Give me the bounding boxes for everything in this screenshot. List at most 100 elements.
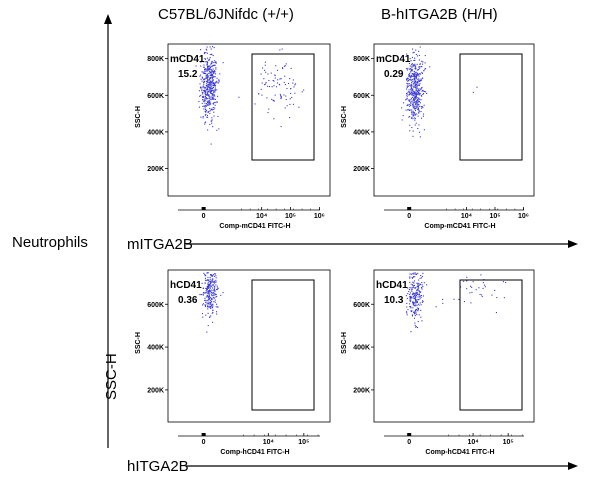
dot	[212, 68, 214, 70]
dot	[415, 292, 417, 294]
dot	[205, 305, 207, 307]
dot	[218, 81, 220, 83]
dot	[209, 107, 211, 109]
dot	[411, 116, 413, 118]
dot	[414, 272, 416, 274]
dot	[210, 282, 212, 284]
dot	[423, 129, 425, 131]
dot	[421, 60, 423, 62]
dot	[417, 321, 419, 323]
dot	[264, 84, 266, 86]
dot	[421, 117, 423, 119]
dot	[406, 306, 408, 308]
dot	[418, 314, 420, 316]
dot	[205, 68, 207, 70]
dot	[423, 91, 425, 93]
dot	[277, 79, 279, 81]
dot	[415, 291, 417, 293]
dot	[407, 104, 409, 106]
dot	[420, 304, 422, 306]
dot	[212, 126, 214, 128]
dot	[412, 90, 414, 92]
dot	[207, 276, 209, 278]
dot	[412, 301, 414, 303]
dot	[413, 59, 415, 61]
dot	[411, 109, 413, 111]
dot	[410, 297, 412, 299]
dot	[415, 295, 417, 297]
dot	[414, 78, 416, 80]
dot	[205, 74, 207, 76]
dot	[205, 61, 207, 63]
dot	[200, 74, 202, 76]
dot	[283, 65, 285, 67]
dot	[418, 279, 420, 281]
dot	[205, 314, 207, 316]
dot	[420, 79, 422, 81]
dot	[208, 95, 210, 97]
dot	[210, 296, 212, 298]
dot	[212, 287, 214, 289]
dot	[202, 287, 204, 289]
dot	[207, 69, 209, 71]
dot	[209, 103, 211, 105]
dot	[204, 93, 206, 95]
dot	[414, 57, 416, 59]
dot	[417, 327, 419, 329]
dot	[204, 58, 206, 60]
dot	[211, 98, 213, 100]
dot	[293, 86, 295, 88]
dot	[214, 286, 216, 288]
dot	[214, 89, 216, 91]
dot	[210, 90, 212, 92]
dot	[209, 82, 211, 84]
dot	[423, 90, 425, 92]
dot	[410, 273, 412, 275]
dot	[281, 48, 283, 50]
dot	[201, 76, 203, 78]
dot	[418, 104, 420, 106]
dot	[417, 293, 419, 295]
dot	[214, 287, 216, 289]
dot	[418, 294, 420, 296]
dot	[209, 290, 211, 292]
dot	[202, 72, 204, 74]
dot	[209, 287, 211, 289]
dot	[215, 273, 217, 275]
dot	[412, 96, 414, 98]
dot	[418, 131, 420, 133]
dot	[220, 294, 222, 296]
dot	[418, 54, 420, 56]
dot	[207, 282, 209, 284]
dot	[204, 91, 206, 93]
dot	[418, 59, 420, 61]
dot	[200, 116, 202, 118]
dot	[209, 72, 211, 74]
dot	[417, 272, 419, 274]
dot	[216, 129, 218, 131]
dot	[481, 294, 483, 296]
dot	[415, 83, 417, 85]
dot	[199, 83, 201, 85]
dot	[206, 288, 208, 290]
dot	[205, 85, 207, 87]
dot	[217, 82, 219, 84]
dot	[412, 284, 414, 286]
dot	[409, 68, 411, 70]
dot	[405, 99, 407, 101]
dot	[212, 296, 214, 298]
dot	[418, 97, 420, 99]
dot	[414, 117, 416, 119]
dot	[289, 78, 291, 80]
dot	[415, 77, 417, 79]
dot	[209, 91, 211, 93]
dot	[210, 279, 212, 281]
dot	[209, 306, 211, 308]
dot	[202, 294, 204, 296]
dot	[411, 68, 413, 70]
dot	[262, 67, 264, 69]
dot	[266, 97, 268, 99]
dot	[205, 113, 207, 115]
dot	[210, 48, 212, 50]
dot	[472, 281, 474, 283]
